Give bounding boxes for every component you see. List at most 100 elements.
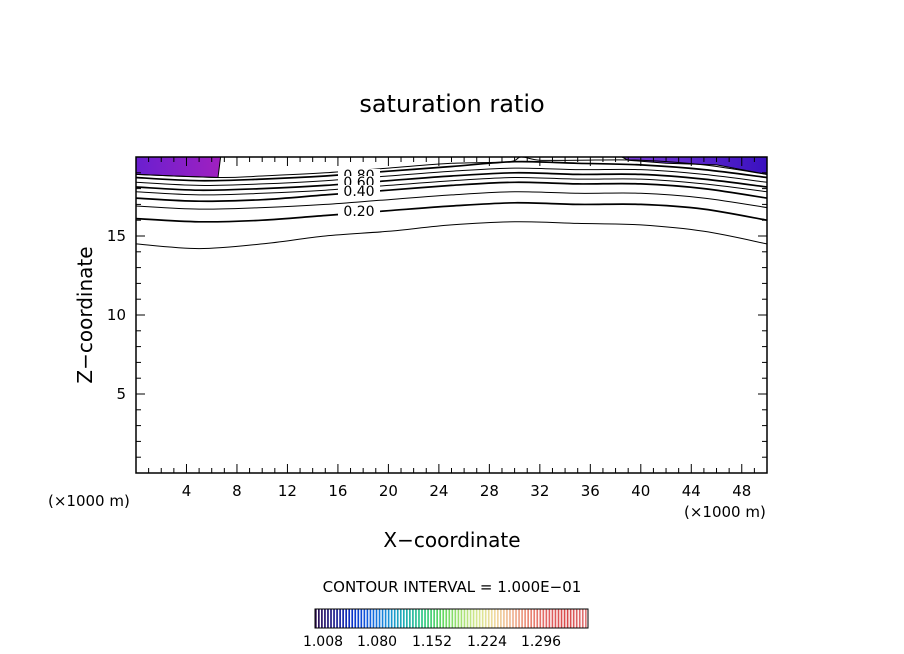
colorbar-swatch (402, 609, 405, 628)
contour-line (135, 160, 768, 182)
contour-label: 0.40 (343, 184, 374, 200)
colorbar (314, 608, 589, 629)
colorbar-swatch (384, 609, 387, 628)
colorbar-labels: 1.008 1.080 1.152 1.224 1.296 (303, 634, 561, 650)
colorbar-swatch (548, 609, 551, 628)
x-tick-label: 36 (581, 482, 600, 500)
colorbar-swatch (375, 609, 378, 628)
x-tick-label: 4 (182, 482, 192, 500)
colorbar-swatch (445, 609, 448, 628)
colorbar-swatch (406, 609, 408, 628)
colorbar-swatch (430, 609, 432, 628)
colorbar-swatch (439, 609, 442, 628)
contour-label-bg (338, 185, 380, 198)
colorbar-swatch (387, 609, 390, 628)
y-axis-label: Z−coordinate (73, 246, 97, 383)
colorbar-swatch (484, 609, 487, 628)
colorbar-swatch (509, 609, 511, 628)
colorbar-swatch (575, 609, 578, 628)
colorbar-swatch (369, 609, 372, 628)
colorbar-swatch (418, 609, 420, 628)
colorbar-swatch (572, 609, 575, 628)
colorbar-swatch (551, 609, 554, 628)
x-tick-label: 40 (631, 482, 650, 500)
chart-title: saturation ratio (359, 90, 544, 118)
colorbar-swatch (399, 609, 402, 628)
colorbar-swatch (584, 609, 587, 628)
colorbar-swatch (360, 609, 363, 628)
colorbar-swatch (321, 609, 323, 628)
colorbar-swatch (542, 609, 545, 628)
colorbar-swatch (566, 609, 569, 628)
colorbar-swatch (581, 609, 584, 628)
colorbar-swatch (354, 609, 357, 628)
y-tick-label: 15 (107, 227, 126, 245)
y-tick-labels: 5 10 15 (107, 227, 126, 403)
colorbar-swatch (348, 609, 351, 628)
x-tick-label: 44 (682, 482, 701, 500)
axis-ticks (136, 157, 767, 473)
colorbar-swatch (336, 609, 338, 628)
contour-line (135, 201, 768, 223)
colorbar-swatch (493, 609, 496, 628)
colorbar-swatch (515, 609, 517, 628)
y-tick-label: 5 (116, 385, 126, 403)
colorbar-tick-label: 1.152 (412, 634, 452, 650)
colorbar-swatch (330, 609, 332, 628)
colorbar-swatch (363, 609, 366, 628)
colorbar-swatch (451, 609, 454, 628)
colorbar-swatch (378, 609, 381, 628)
colorbar-swatch (518, 609, 520, 628)
colorbar-swatch (478, 609, 481, 628)
contour-line (135, 176, 768, 196)
colorbar-swatch (497, 609, 499, 628)
colorbar-swatch (469, 609, 472, 628)
y-axis-unit: (×1000 m) (48, 492, 130, 510)
colorbar-swatch (466, 609, 469, 628)
colorbar-swatch (490, 609, 493, 628)
colorbar-swatch (539, 609, 542, 628)
colorbar-swatch (448, 609, 451, 628)
colorbar-swatch (381, 609, 384, 628)
colorbar-swatch (372, 609, 375, 628)
colorbar-swatch (530, 609, 533, 628)
colorbar-swatch (393, 609, 396, 628)
colorbar-swatch (396, 609, 399, 628)
colorbar-swatch (409, 609, 411, 628)
x-tick-label: 48 (732, 482, 751, 500)
contour-line (135, 171, 768, 192)
x-tick-label: 12 (278, 482, 297, 500)
colorbar-swatch (318, 609, 320, 628)
colorbar-swatch (578, 609, 581, 628)
x-tick-label: 24 (429, 482, 448, 500)
x-tick-label: 16 (328, 482, 347, 500)
colorbar-swatch (563, 609, 566, 628)
colorbar-swatch (427, 609, 429, 628)
x-axis-unit: (×1000 m) (684, 503, 766, 521)
contour-label-bg (338, 205, 380, 218)
contour-lines (135, 156, 768, 250)
colorbar-swatch (424, 609, 426, 628)
x-tick-label: 8 (232, 482, 242, 500)
colorbar-swatch (521, 609, 523, 628)
colorbar-swatch (366, 609, 369, 628)
colorbar-swatch (512, 609, 514, 628)
colorbar-swatch (560, 609, 563, 628)
colorbar-swatch (545, 609, 548, 628)
colorbar-swatch (554, 609, 557, 628)
x-tick-label: 28 (480, 482, 499, 500)
colorbar-swatch (527, 609, 529, 628)
contour-line (135, 167, 768, 186)
colorbar-tick-label: 1.224 (467, 634, 507, 650)
x-tick-label: 32 (530, 482, 549, 500)
colorbar-swatch (503, 609, 505, 628)
contour-line (135, 181, 768, 203)
x-tick-labels: 4 8 12 16 20 24 28 32 36 40 44 48 (182, 482, 752, 500)
colorbar-swatch (536, 609, 539, 628)
colorbar-swatch (481, 609, 484, 628)
colorbar-swatch (433, 609, 435, 628)
contour-line (135, 191, 768, 210)
contour-line (135, 221, 768, 250)
colorbar-swatch (463, 609, 466, 628)
colorbar-swatch (557, 609, 560, 628)
